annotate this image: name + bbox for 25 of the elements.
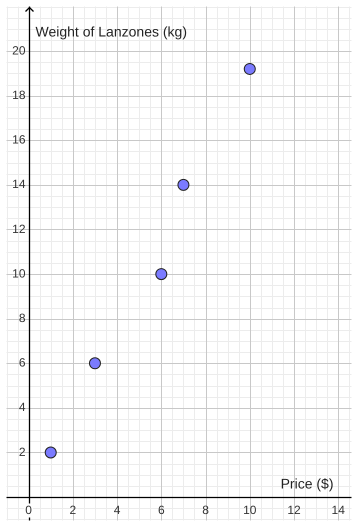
point	[88, 357, 101, 370]
y-tick-label: 8	[18, 311, 26, 326]
point	[177, 178, 190, 191]
y-tick-label: 6	[18, 356, 26, 370]
point	[155, 268, 168, 280]
x-tick-label: 4	[114, 502, 121, 517]
x-axis-title: Price ($)	[280, 475, 334, 492]
x-tick-label: 12	[287, 502, 301, 517]
y-tick-label: 10	[12, 266, 26, 280]
point	[44, 446, 57, 458]
y-tick-label: 2	[18, 444, 26, 459]
x-tick-label: 8	[202, 502, 210, 517]
y-tick-label: 20	[12, 43, 26, 58]
x-tick-label: 6	[158, 502, 165, 517]
y-tick-label: 14	[12, 177, 26, 192]
y-tick-label: 4	[18, 400, 26, 414]
y-tick-label: 12	[12, 222, 26, 236]
x-tick-label: 2	[70, 502, 76, 517]
x-tick-label: 10	[243, 502, 257, 517]
x-tick-label: 14	[332, 502, 346, 517]
point	[244, 62, 256, 75]
y-tick-label: 16	[12, 132, 26, 147]
y-tick-label: 18	[12, 88, 26, 102]
x-tick-label: 0	[25, 502, 32, 517]
y-axis-title: Weight of Lanzones (kg)	[36, 23, 187, 40]
